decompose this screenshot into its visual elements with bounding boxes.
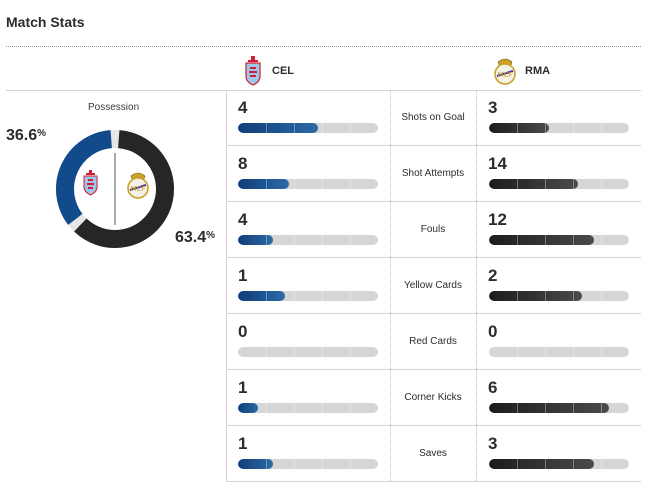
home-stat-value: 4 bbox=[238, 210, 248, 229]
home-stat-bar bbox=[238, 179, 378, 189]
away-stat-bar-fill bbox=[489, 179, 602, 189]
home-stat-bar bbox=[238, 403, 378, 413]
away-possession-arc bbox=[74, 130, 174, 248]
away-stat-bar bbox=[489, 459, 629, 469]
home-stat-value: 1 bbox=[238, 434, 248, 453]
stats-left-border bbox=[226, 90, 227, 481]
away-stat-bar bbox=[489, 403, 629, 413]
home-stat-bar-fill bbox=[238, 403, 351, 413]
home-stat-value: 1 bbox=[238, 378, 248, 397]
home-stat-bar-fill bbox=[238, 291, 351, 301]
away-stat-bar-fill bbox=[489, 459, 602, 469]
away-stat-value: 6 bbox=[488, 378, 498, 397]
home-stat-bar-fill bbox=[238, 123, 351, 133]
home-stat-bar-fill bbox=[238, 235, 351, 245]
svg-text:MCF: MCF bbox=[498, 71, 513, 79]
away-stat-value: 0 bbox=[488, 322, 498, 341]
page-title: Match Stats bbox=[6, 14, 85, 30]
away-stat-bar-fill bbox=[489, 235, 602, 245]
stat-label: Shots on Goal bbox=[401, 112, 465, 123]
away-team-header: MCF RMA bbox=[493, 56, 550, 86]
home-stat-bar bbox=[238, 459, 378, 469]
away-stat-bar-fill bbox=[489, 123, 602, 133]
away-stat-value: 3 bbox=[488, 98, 498, 117]
home-stat-bar bbox=[238, 347, 378, 357]
home-stat-value: 8 bbox=[238, 154, 248, 173]
home-stat-value: 0 bbox=[238, 322, 248, 341]
home-team-abbr: CEL bbox=[272, 65, 294, 77]
away-stat-bar-fill bbox=[489, 291, 602, 301]
row-divider bbox=[226, 201, 641, 202]
stat-row: 8 Shot Attempts 14 bbox=[226, 146, 641, 202]
away-stat-bar bbox=[489, 235, 629, 245]
possession-donut-chart: MCF bbox=[56, 130, 174, 248]
label-col-left-border bbox=[390, 90, 391, 481]
home-stat-bar bbox=[238, 123, 378, 133]
home-stat-bar-fill bbox=[238, 459, 351, 469]
stat-row: 4 Fouls 12 bbox=[226, 202, 641, 258]
possession-label: Possession bbox=[88, 102, 140, 113]
row-divider bbox=[226, 145, 641, 146]
home-possession-pct: 36.6% bbox=[6, 127, 47, 144]
home-stat-bar bbox=[238, 291, 378, 301]
stat-label: Yellow Cards bbox=[404, 280, 462, 291]
stat-label: Saves bbox=[419, 448, 447, 459]
home-stat-value: 1 bbox=[238, 266, 248, 285]
real-madrid-crest-icon: MCF bbox=[494, 58, 516, 85]
home-team-header: CEL bbox=[242, 56, 294, 86]
away-possession-pct: 63.4% bbox=[175, 229, 216, 246]
stat-label: Shot Attempts bbox=[401, 168, 465, 179]
label-col-right-border bbox=[476, 90, 477, 481]
away-stat-value: 3 bbox=[488, 434, 498, 453]
stat-row: 4 Shots on Goal 3 bbox=[226, 90, 641, 146]
away-stat-value: 2 bbox=[488, 266, 498, 285]
stat-row: 1 Corner Kicks 6 bbox=[226, 370, 641, 426]
row-divider bbox=[226, 369, 641, 370]
title-divider bbox=[6, 46, 641, 47]
stat-row: 1 Yellow Cards 2 bbox=[226, 258, 641, 314]
away-stat-bar-fill bbox=[489, 403, 609, 413]
stat-label: Fouls bbox=[420, 224, 446, 235]
home-stat-bar bbox=[238, 235, 378, 245]
stat-label: Corner Kicks bbox=[404, 392, 462, 403]
home-stat-value: 4 bbox=[238, 98, 248, 117]
away-stat-value: 14 bbox=[488, 154, 507, 173]
home-stat-bar-fill bbox=[238, 179, 351, 189]
celta-crest-small-icon bbox=[83, 170, 98, 196]
stat-label: Red Cards bbox=[409, 336, 457, 347]
away-stat-bar bbox=[489, 123, 629, 133]
away-stat-bar bbox=[489, 347, 629, 357]
stat-row: 1 Saves 3 bbox=[226, 426, 641, 482]
away-team-abbr: RMA bbox=[525, 65, 551, 77]
row-divider bbox=[226, 257, 641, 258]
away-stat-bar bbox=[489, 291, 629, 301]
header-divider bbox=[6, 90, 641, 91]
away-stat-value: 12 bbox=[488, 210, 507, 229]
celta-crest-icon bbox=[245, 56, 261, 86]
row-divider bbox=[226, 425, 641, 426]
real-madrid-crest-small-icon: MCF bbox=[127, 172, 149, 199]
svg-text:MCF: MCF bbox=[131, 185, 146, 193]
away-stat-bar bbox=[489, 179, 629, 189]
home-possession-arc bbox=[56, 130, 113, 225]
row-divider bbox=[226, 313, 641, 314]
stat-row: 0 Red Cards 0 bbox=[226, 314, 641, 370]
